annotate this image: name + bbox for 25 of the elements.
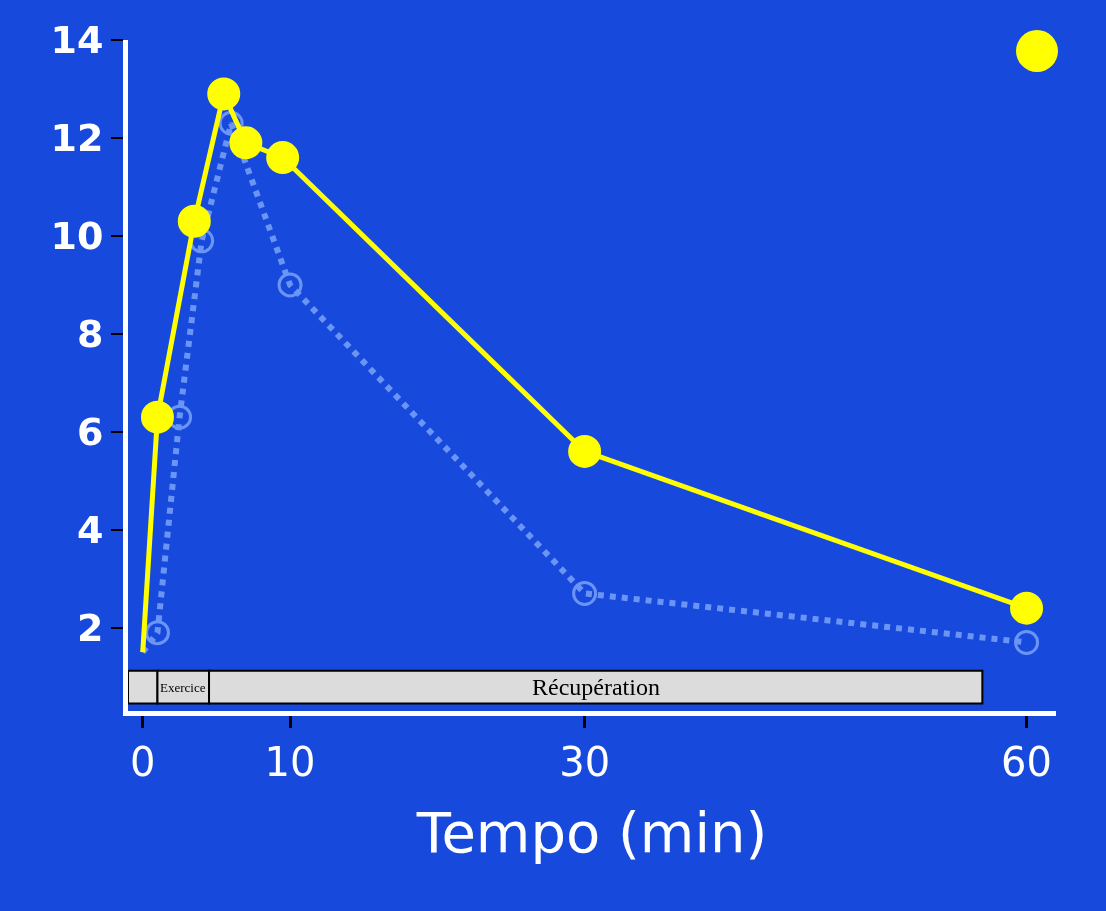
band-label: Récupération (532, 674, 660, 700)
point (1014, 629, 1040, 655)
y-tick-label: 10 (50, 214, 104, 259)
x-axis-title: Tempo (min) (415, 799, 768, 865)
x-tick-label: 10 (264, 739, 316, 785)
x-tick-label: 60 (1001, 739, 1052, 785)
point (144, 620, 170, 646)
band-label: Exercice (160, 680, 206, 695)
y-tick-label: 8 (76, 312, 104, 357)
x-tick-label: 0 (130, 739, 156, 785)
y-tick-label: 12 (50, 116, 104, 161)
y-tick-label: 4 (76, 508, 104, 553)
y-tick-label: 14 (50, 18, 104, 63)
point (572, 580, 598, 606)
y-tick-label: 2 (76, 606, 104, 651)
point (229, 126, 263, 160)
x-tick-label: 30 (559, 739, 611, 785)
point (177, 204, 211, 238)
point (140, 400, 174, 434)
point (568, 434, 602, 468)
y-tick-label: 6 (76, 410, 104, 455)
point (266, 141, 300, 175)
point (207, 77, 241, 111)
point (1010, 591, 1044, 625)
point (277, 272, 303, 298)
